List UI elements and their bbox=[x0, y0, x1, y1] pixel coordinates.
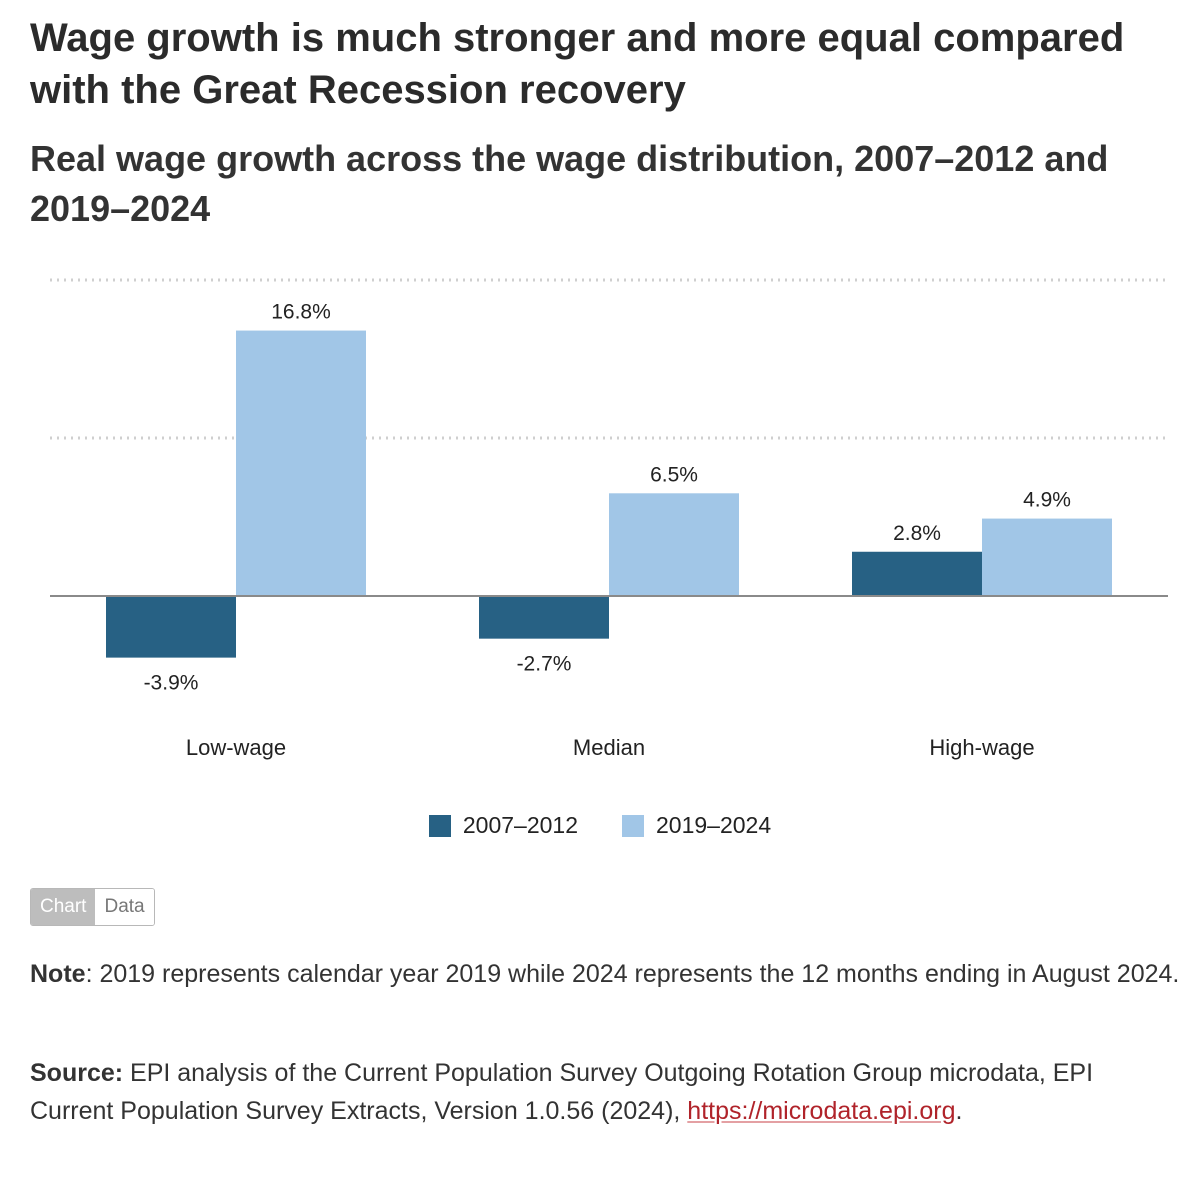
legend-swatch-2019-2024 bbox=[622, 814, 644, 837]
chart-subtitle: Real wage growth across the wage distrib… bbox=[30, 138, 1109, 229]
note-label: Note bbox=[30, 960, 86, 988]
note-text: : 2019 represents calendar year 2019 whi… bbox=[85, 960, 1180, 988]
chart-tab[interactable]: Chart bbox=[31, 889, 96, 925]
legend-swatch-2007-2012 bbox=[428, 814, 451, 837]
legend: 2007–2012 2019–2024 bbox=[0, 812, 1200, 839]
bar-high-wage-2019-2024 bbox=[982, 518, 1112, 596]
source: Source: EPI analysis of the Current Popu… bbox=[30, 1054, 1180, 1130]
note: Note: 2019 represents calendar year 2019… bbox=[30, 956, 1180, 993]
source-label: Source: bbox=[30, 1059, 124, 1087]
legend-label-2019-2024: 2019–2024 bbox=[656, 812, 772, 838]
data-label-median-2019-2024: 6.5% bbox=[650, 463, 698, 486]
data-tab[interactable]: Data bbox=[95, 889, 154, 925]
data-label-high-wage-2007-2012: 2.8% bbox=[893, 522, 941, 545]
x-tick-label-low-wage: Low-wage bbox=[186, 735, 286, 760]
data-label-low-wage-2007-2012: -3.9% bbox=[144, 672, 199, 695]
source-end: . bbox=[955, 1097, 963, 1125]
bar-median-2019-2024 bbox=[609, 493, 739, 596]
bar-low-wage-2007-2012 bbox=[106, 596, 236, 658]
chart-title: Wage growth is much stronger and more eq… bbox=[30, 16, 1125, 112]
legend-item-2019-2024: 2019–2024 bbox=[622, 812, 771, 839]
source-text: EPI analysis of the Current Population S… bbox=[30, 1059, 1094, 1125]
legend-label-2007-2012: 2007–2012 bbox=[462, 812, 578, 838]
chart-data-toggle: Chart Data bbox=[30, 888, 155, 926]
bar-median-2007-2012 bbox=[479, 596, 609, 639]
data-label-median-2007-2012: -2.7% bbox=[517, 653, 572, 676]
source-link[interactable]: https://microdata.epi.org bbox=[687, 1097, 956, 1125]
bar-low-wage-2019-2024 bbox=[236, 330, 366, 596]
bar-high-wage-2007-2012 bbox=[852, 551, 982, 596]
data-label-low-wage-2019-2024: 16.8% bbox=[271, 301, 331, 324]
legend-item-2007-2012: 2007–2012 bbox=[428, 812, 578, 839]
x-tick-label-high-wage: High-wage bbox=[929, 735, 1034, 760]
data-label-high-wage-2019-2024: 4.9% bbox=[1023, 489, 1071, 512]
bar-chart: -3.9% 16.8% Low-wage -2.7% 6.5% Median 2.8% 4.9… bbox=[50, 278, 1168, 760]
x-tick-label-median: Median bbox=[573, 735, 645, 760]
